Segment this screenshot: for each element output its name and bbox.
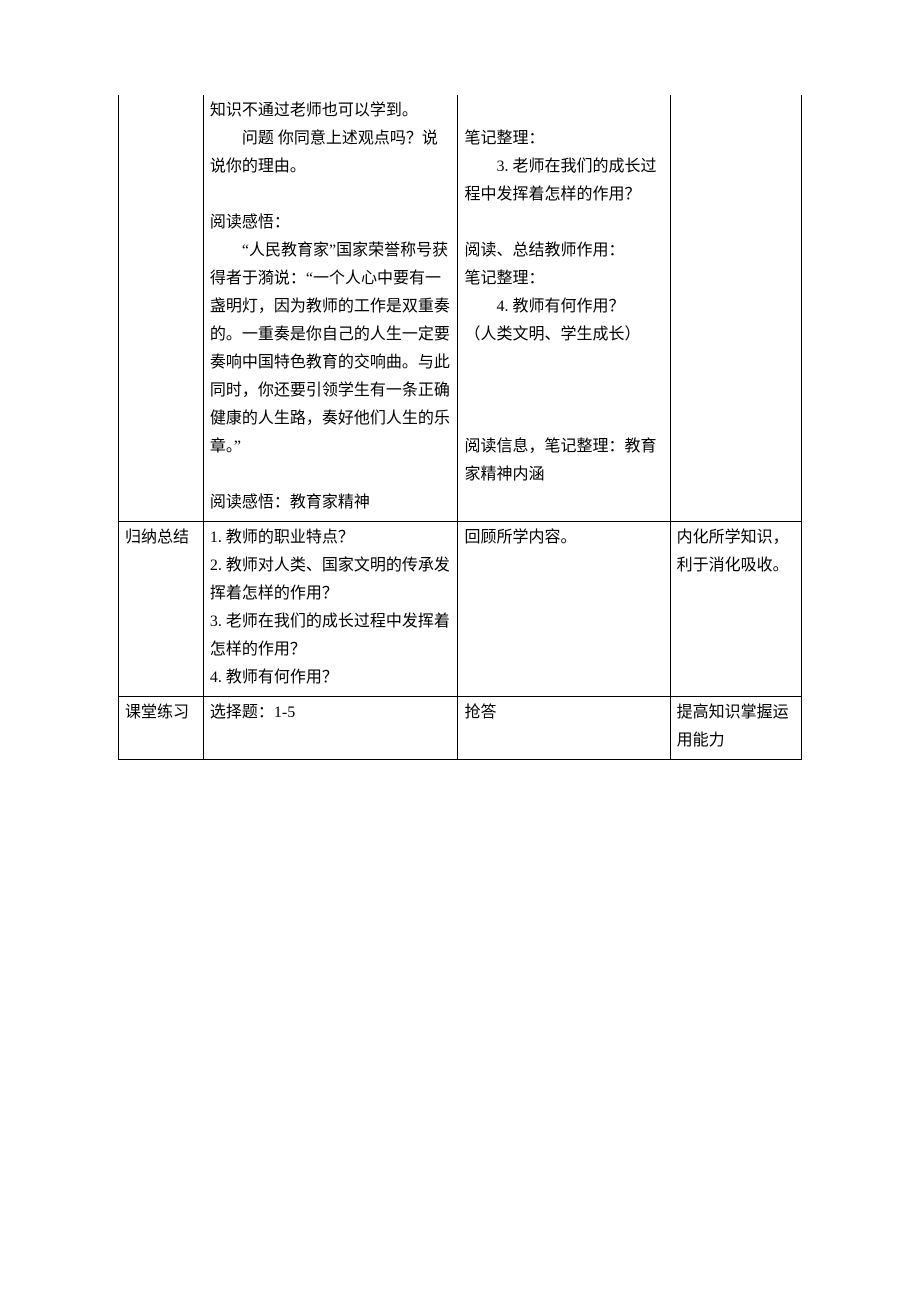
table-row: 知识不通过老师也可以学到。 问题 你同意上述观点吗？说说你的理由。 阅读感悟： … xyxy=(119,95,802,522)
cell-teacher-activity: 选择题：1-5 xyxy=(203,697,458,760)
teacher-p3-label: 阅读感悟： xyxy=(210,209,452,237)
spacer xyxy=(210,461,452,489)
spacer xyxy=(464,97,663,125)
document-page: 知识不通过老师也可以学到。 问题 你同意上述观点吗？说说你的理由。 阅读感悟： … xyxy=(0,0,920,1302)
lesson-plan-table: 知识不通过老师也可以学到。 问题 你同意上述观点吗？说说你的理由。 阅读感悟： … xyxy=(118,95,802,760)
summary-item: 4. 教师有何作用？ xyxy=(210,664,452,692)
cell-stage xyxy=(119,95,204,522)
student-s2-body2: （人类文明、学生成长） xyxy=(464,321,663,349)
cell-design-intent xyxy=(670,95,801,522)
cell-teacher-activity: 知识不通过老师也可以学到。 问题 你同意上述观点吗？说说你的理由。 阅读感悟： … xyxy=(203,95,458,522)
table-row: 归纳总结 1. 教师的职业特点？ 2. 教师对人类、国家文明的传承发挥着怎样的作… xyxy=(119,522,802,697)
spacer xyxy=(464,377,663,405)
summary-item: 2. 教师对人类、国家文明的传承发挥着怎样的作用？ xyxy=(210,552,452,608)
spacer xyxy=(464,209,663,237)
summary-item: 1. 教师的职业特点？ xyxy=(210,524,452,552)
student-s1-label: 笔记整理： xyxy=(464,125,663,153)
spacer xyxy=(464,349,663,377)
cell-teacher-activity: 1. 教师的职业特点？ 2. 教师对人类、国家文明的传承发挥着怎样的作用？ 3.… xyxy=(203,522,458,697)
spacer xyxy=(464,405,663,433)
table-row: 课堂练习 选择题：1-5 抢答 提高知识掌握运用能力 xyxy=(119,697,802,760)
student-s2-line2: 笔记整理： xyxy=(464,265,663,293)
teacher-p1: 知识不通过老师也可以学到。 xyxy=(210,97,452,125)
student-s3: 阅读信息，笔记整理：教育家精神内涵 xyxy=(464,433,663,489)
student-s2-body1: 4. 教师有何作用？ xyxy=(464,293,663,321)
teacher-p3-body: “人民教育家”国家荣誉称号获得者于漪说：“一个人心中要有一盏明灯，因为教师的工作… xyxy=(210,237,452,461)
student-s1-body: 3. 老师在我们的成长过程中发挥着怎样的作用？ xyxy=(464,153,663,209)
cell-design-intent: 内化所学知识，利于消化吸收。 xyxy=(670,522,801,697)
cell-stage: 归纳总结 xyxy=(119,522,204,697)
spacer xyxy=(210,181,452,209)
teacher-p4: 阅读感悟：教育家精神 xyxy=(210,489,452,517)
summary-item: 3. 老师在我们的成长过程中发挥着怎样的作用？ xyxy=(210,608,452,664)
cell-student-activity: 笔记整理： 3. 老师在我们的成长过程中发挥着怎样的作用？ 阅读、总结教师作用：… xyxy=(458,95,670,522)
cell-student-activity: 抢答 xyxy=(458,697,670,760)
cell-design-intent: 提高知识掌握运用能力 xyxy=(670,697,801,760)
cell-student-activity: 回顾所学内容。 xyxy=(458,522,670,697)
teacher-p2: 问题 你同意上述观点吗？说说你的理由。 xyxy=(210,125,452,181)
cell-stage: 课堂练习 xyxy=(119,697,204,760)
student-s2-line1: 阅读、总结教师作用： xyxy=(464,237,663,265)
